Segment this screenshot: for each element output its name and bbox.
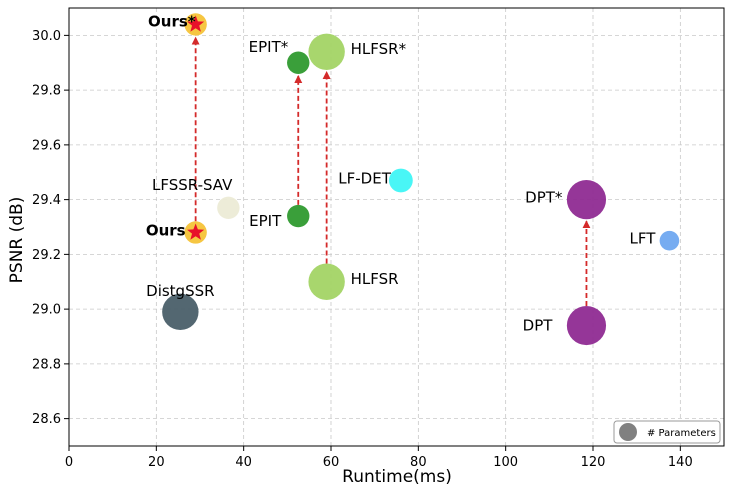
y-tick-label: 29.4: [32, 193, 61, 208]
legend-marker: [619, 423, 637, 441]
legend: # Parameters: [613, 420, 721, 444]
label-epit: EPIT: [249, 212, 282, 230]
data-points: [162, 13, 680, 346]
point-distgssr: [162, 293, 199, 331]
star-marker: [187, 223, 205, 240]
point-labels: DistgSSR LFSSR-SAV EPIT EPIT* HLFSR HLFSR* LF-…: [146, 12, 656, 334]
point-epit-star: [287, 51, 310, 74]
x-tick-label: 20: [148, 455, 165, 470]
point-lf-det: [388, 168, 413, 193]
point-lft: [659, 230, 680, 251]
y-tick-label: 28.8: [32, 357, 61, 372]
improvement-arrows: [191, 36, 591, 306]
y-tick-label: 29.2: [32, 248, 61, 263]
y-tick-label: 29.8: [32, 84, 61, 99]
label-lfssr-sav: LFSSR-SAV: [152, 176, 233, 194]
label-lf-det: LF-DET: [338, 169, 391, 187]
label-ours: Ours: [146, 221, 186, 239]
legend-label: # Parameters: [647, 428, 716, 439]
point-hlfsr: [308, 263, 345, 300]
label-hlfsr-star: HLFSR*: [351, 40, 407, 58]
label-dpt-star: DPT*: [525, 189, 563, 207]
point-epit: [287, 204, 310, 228]
grid: [68, 8, 724, 446]
label-hlfsr: HLFSR: [351, 270, 399, 288]
x-tick-label: 60: [323, 455, 340, 470]
y-axis-label: PSNR (dB): [7, 197, 27, 284]
point-dpt: [566, 305, 607, 346]
x-tick-label: 100: [493, 455, 518, 470]
point-hlfsr-star: [308, 33, 345, 70]
y-tick-label: 28.6: [32, 412, 61, 427]
plot-frame: [68, 7, 725, 447]
label-epit-star: EPIT*: [249, 38, 289, 56]
label-ours-star: Ours*: [148, 12, 196, 30]
label-distgssr: DistgSSR: [146, 282, 214, 300]
legend-box: [613, 420, 721, 444]
label-dpt: DPT: [523, 317, 554, 335]
y-tick-label: 29.6: [32, 138, 61, 153]
label-lft: LFT: [630, 230, 657, 248]
x-tick-label: 140: [668, 455, 693, 470]
x-tick-label: 0: [65, 455, 73, 470]
x-tick-label: 40: [235, 455, 252, 470]
point-dpt-star: [566, 180, 607, 220]
axis-ticks: 0 20 40 60 80 100 120 140 28.6 28.8 29.0 29.2 29.4 29…: [32, 29, 693, 470]
y-tick-label: 29.0: [32, 303, 61, 318]
star-marker: [187, 15, 205, 32]
x-tick-label: 120: [581, 455, 606, 470]
x-axis-label: Runtime(ms): [342, 467, 452, 487]
y-tick-label: 30.0: [32, 29, 61, 44]
x-tick-label: 80: [410, 455, 427, 470]
point-lfssr-sav: [217, 196, 240, 220]
